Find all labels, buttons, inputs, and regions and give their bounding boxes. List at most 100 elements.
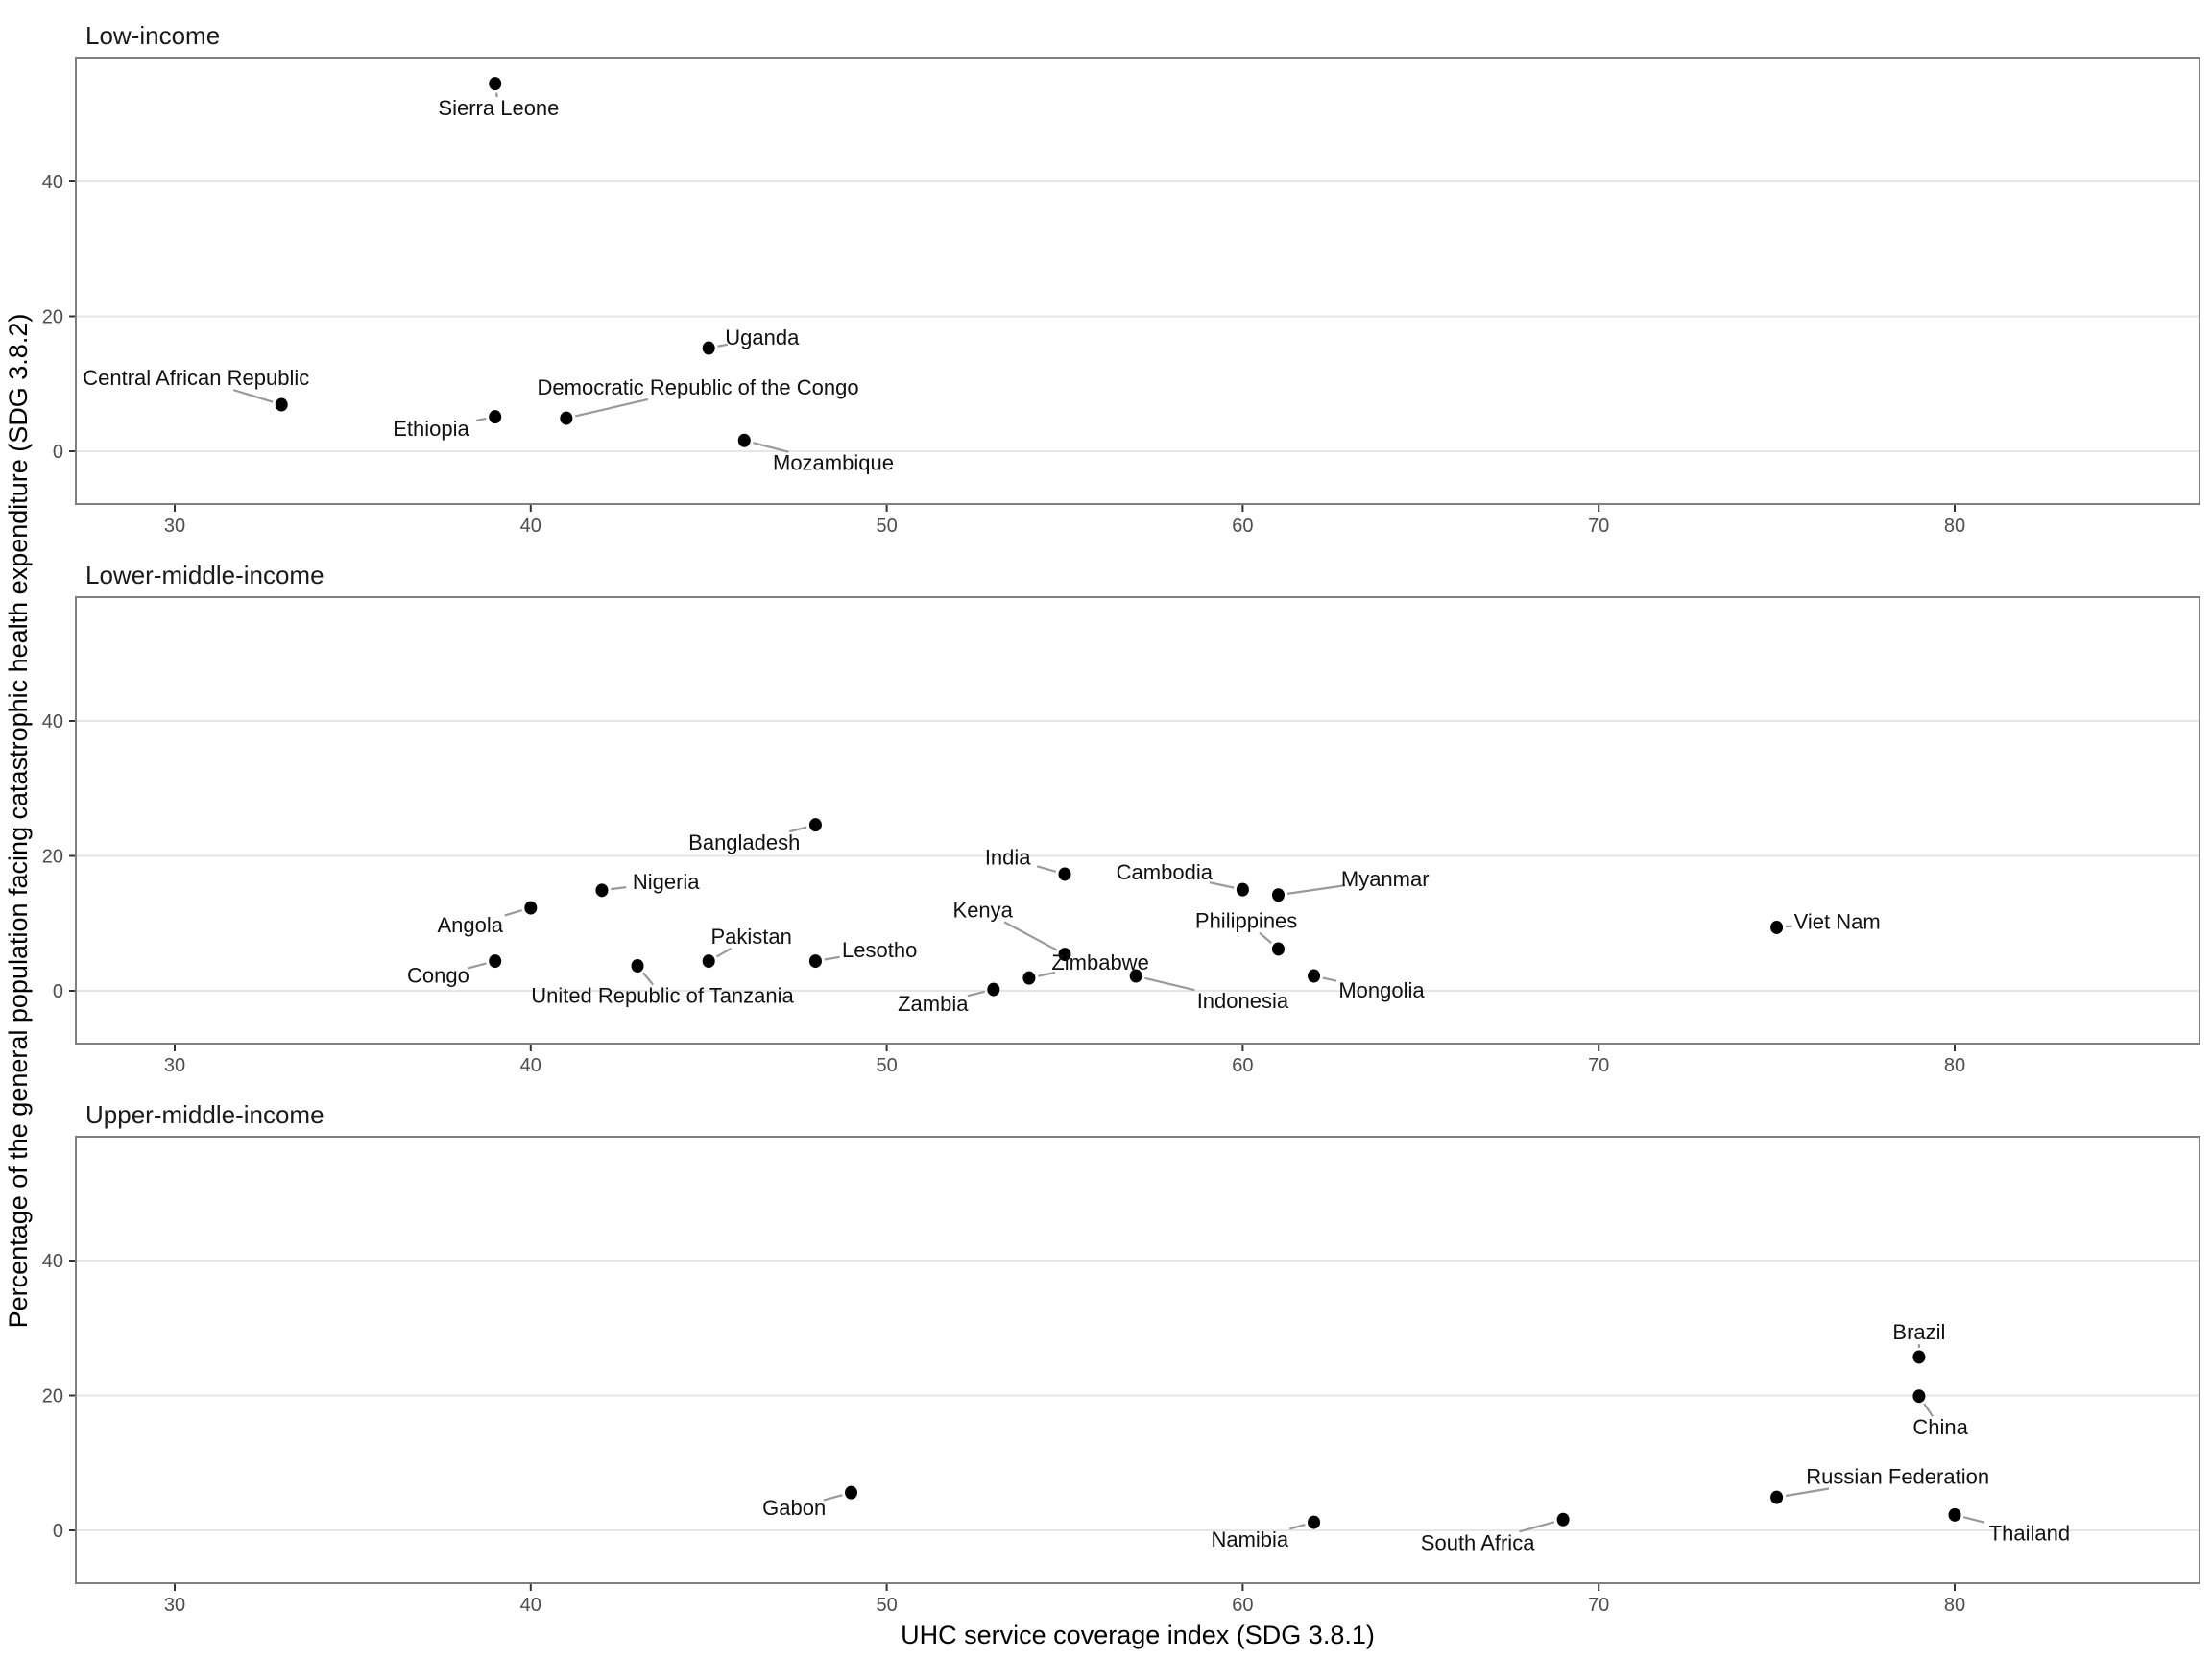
data-point-label: Indonesia — [1197, 989, 1289, 1013]
data-point-south-africa — [1556, 1512, 1570, 1527]
data-point-label: Zimbabwe — [1051, 950, 1148, 974]
y-tick-label: 40 — [42, 711, 63, 733]
label-leader-line — [611, 886, 627, 891]
data-point-sierra-leone — [489, 77, 502, 91]
data-point-label: Namibia — [1211, 1527, 1288, 1551]
label-leader-line — [1259, 931, 1273, 945]
data-point-cambodia — [1236, 882, 1249, 897]
label-leader-line — [753, 442, 789, 453]
label-leader-line — [642, 972, 654, 986]
data-point-label: Sierra Leone — [438, 96, 559, 120]
data-point-myanmar — [1271, 888, 1285, 902]
panel-border — [75, 596, 2200, 1045]
label-leader-line — [1785, 1487, 1830, 1498]
label-leader-line — [494, 92, 498, 98]
x-tick-label: 70 — [1588, 1595, 1609, 1616]
x-tick-label: 40 — [520, 516, 541, 537]
label-leader-line — [475, 417, 487, 421]
data-point-label: Nigeria — [633, 870, 700, 894]
label-leader-line — [1003, 921, 1058, 951]
data-point-zimbabwe — [1022, 971, 1036, 985]
data-point-bangladesh — [808, 818, 822, 832]
x-tick-label: 80 — [1944, 1055, 1965, 1076]
label-leader-line — [1037, 971, 1056, 977]
y-tick-label: 0 — [53, 442, 63, 463]
y-tick-label: 20 — [42, 307, 63, 328]
label-leader-line — [1036, 865, 1057, 873]
data-point-label: Ethiopia — [393, 417, 469, 441]
label-leader-line — [1289, 1524, 1306, 1530]
data-point-label: South Africa — [1421, 1530, 1535, 1554]
x-tick-label: 50 — [876, 1595, 897, 1616]
data-point-zambia — [987, 982, 1000, 997]
x-tick-label: 40 — [520, 1055, 541, 1076]
data-point-gabon — [845, 1485, 858, 1500]
data-point-pakistan — [702, 954, 715, 969]
data-point-label: Pakistan — [711, 925, 792, 949]
label-leader-line — [1209, 881, 1235, 889]
label-leader-line — [467, 962, 487, 970]
y-tick-label: 0 — [53, 981, 63, 1002]
label-leader-line — [823, 1494, 843, 1502]
data-point-label: Angola — [438, 913, 504, 937]
x-tick-label: 50 — [876, 516, 897, 537]
facet-panels: Low-income 0 20 40 30 40 50 60 70 80 Sierra Leone U… — [42, 21, 2200, 1616]
label-leader-line — [574, 397, 649, 418]
label-leader-line — [967, 990, 985, 998]
label-leader-line — [1286, 884, 1346, 895]
facet-panel: Lower-middle-income 0 20 40 30 40 50 60 70 80 Bang… — [42, 561, 2200, 1076]
label-leader-line — [715, 947, 733, 958]
panel-border — [75, 1136, 2200, 1584]
y-tick-label: 20 — [42, 1386, 63, 1407]
facet-title: Low-income — [85, 21, 220, 50]
y-axis-title: Percentage of the general population fac… — [4, 314, 33, 1329]
data-point-china — [1912, 1389, 1926, 1404]
x-tick-label: 40 — [520, 1595, 541, 1616]
data-point-label: Gabon — [762, 1496, 826, 1520]
facet-panel: Upper-middle-income 0 20 40 30 40 50 60 70 80 Braz… — [42, 1100, 2200, 1616]
data-point-central-african-republic — [275, 397, 288, 412]
data-point-kenya — [1058, 948, 1071, 962]
data-point-label: United Republic of Tanzania — [531, 984, 794, 1008]
data-point-label: Mongolia — [1338, 978, 1425, 1002]
data-point-label: China — [1912, 1415, 1968, 1439]
data-point-label: Russian Federation — [1806, 1465, 1989, 1489]
label-leader-line — [1923, 1403, 1934, 1417]
data-point-congo — [489, 954, 502, 969]
x-tick-label: 80 — [1944, 1595, 1965, 1616]
label-leader-line — [717, 343, 729, 348]
x-tick-label: 60 — [1232, 1055, 1253, 1076]
data-point-label: Mozambique — [773, 451, 894, 475]
x-tick-label: 50 — [876, 1055, 897, 1076]
label-leader-line — [1962, 1516, 1985, 1524]
data-point-india — [1058, 867, 1071, 881]
x-axis-title: UHC service coverage index (SDG 3.8.1) — [901, 1621, 1375, 1649]
data-point-uganda — [702, 341, 715, 355]
x-tick-label: 30 — [164, 1595, 185, 1616]
label-leader-line — [1322, 976, 1337, 982]
facet-title: Upper-middle-income — [85, 1100, 325, 1129]
data-point-label: Cambodia — [1117, 860, 1214, 884]
facet-title: Lower-middle-income — [85, 561, 325, 589]
x-tick-label: 60 — [1232, 516, 1253, 537]
label-leader-line — [504, 909, 522, 917]
x-tick-label: 70 — [1588, 516, 1609, 537]
y-tick-label: 40 — [42, 172, 63, 193]
facet-panel: Low-income 0 20 40 30 40 50 60 70 80 Sierra Leone U… — [42, 21, 2200, 537]
y-tick-label: 0 — [53, 1521, 63, 1542]
data-point-label: Zambia — [898, 992, 969, 1016]
label-leader-line — [788, 826, 807, 833]
data-point-label: India — [985, 846, 1031, 870]
y-tick-label: 20 — [42, 847, 63, 868]
data-point-label: Philippines — [1195, 909, 1297, 933]
data-point-indonesia — [1129, 969, 1142, 983]
data-point-label: Brazil — [1892, 1320, 1945, 1344]
data-point-viet-nam — [1770, 920, 1784, 934]
data-point-label: Lesotho — [842, 938, 917, 962]
data-point-nigeria — [595, 883, 609, 898]
label-leader-line — [1785, 925, 1792, 928]
label-leader-line — [824, 955, 840, 961]
data-point-thailand — [1948, 1507, 1961, 1522]
